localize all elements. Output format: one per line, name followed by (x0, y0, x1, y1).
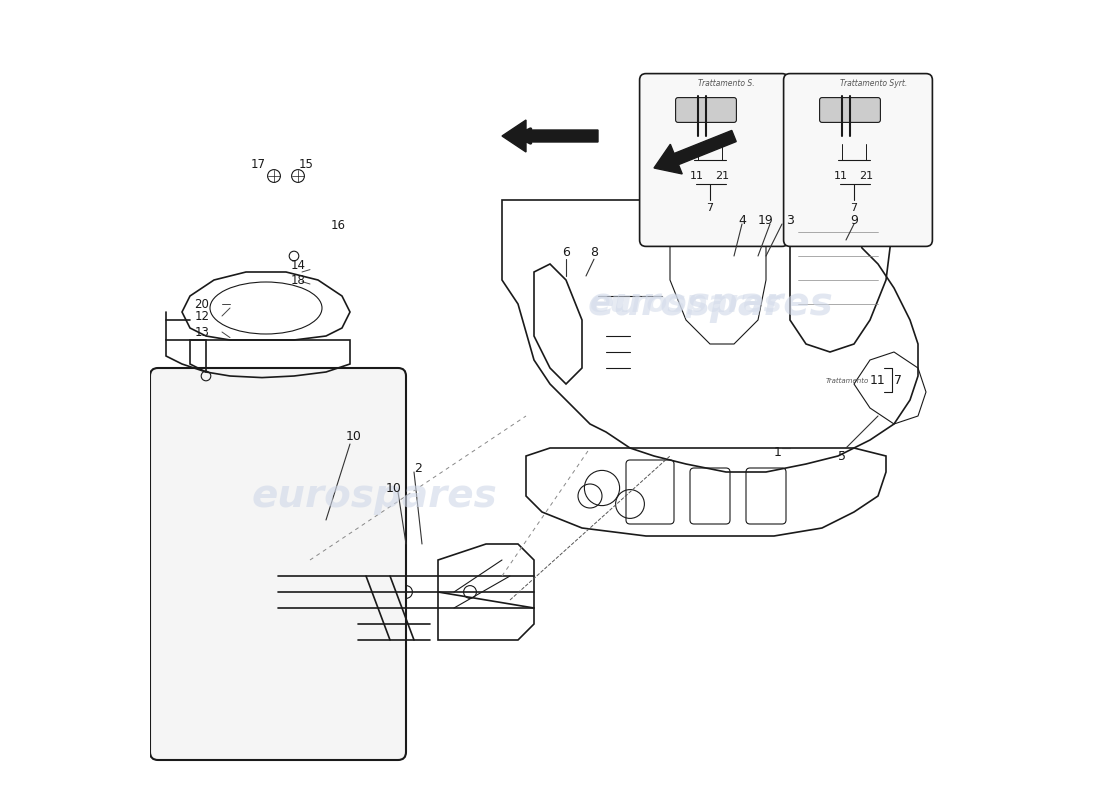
FancyBboxPatch shape (675, 98, 736, 122)
Text: 16: 16 (330, 219, 345, 232)
Text: 9: 9 (850, 214, 858, 226)
Text: 5: 5 (838, 450, 846, 462)
Text: 7: 7 (706, 203, 714, 213)
Text: 17: 17 (251, 158, 265, 170)
Text: 21: 21 (859, 171, 873, 181)
FancyArrow shape (654, 130, 736, 174)
Text: eurospares: eurospares (590, 290, 782, 318)
Text: 10: 10 (346, 430, 362, 442)
FancyBboxPatch shape (783, 74, 933, 246)
Text: 11: 11 (690, 171, 703, 181)
Text: 21: 21 (715, 171, 729, 181)
Text: Trattamento: Trattamento (826, 378, 869, 384)
Text: 11: 11 (870, 374, 886, 386)
Text: 19: 19 (758, 214, 774, 226)
Text: 10: 10 (386, 482, 402, 494)
Text: Trattamento S.: Trattamento S. (698, 79, 755, 89)
Text: 12: 12 (195, 310, 209, 322)
Text: 14: 14 (290, 259, 306, 272)
Text: eurospares: eurospares (587, 285, 833, 323)
Text: 4: 4 (738, 214, 746, 226)
Text: 2: 2 (414, 462, 422, 474)
Text: 18: 18 (290, 274, 306, 286)
Text: 8: 8 (590, 246, 598, 258)
Text: Trattamento Syrt.: Trattamento Syrt. (839, 79, 906, 89)
Text: 20: 20 (195, 298, 209, 310)
FancyBboxPatch shape (820, 98, 880, 122)
FancyArrow shape (502, 120, 598, 152)
Text: eurospares: eurospares (251, 477, 497, 515)
Text: 13: 13 (195, 326, 209, 338)
Text: 15: 15 (298, 158, 314, 170)
FancyBboxPatch shape (639, 74, 789, 246)
Text: 3: 3 (786, 214, 794, 226)
Text: 7: 7 (850, 203, 858, 213)
Text: 7: 7 (894, 374, 902, 386)
Text: 11: 11 (834, 171, 847, 181)
Text: 1: 1 (774, 446, 782, 458)
FancyBboxPatch shape (150, 368, 406, 760)
Text: 6: 6 (562, 246, 570, 258)
